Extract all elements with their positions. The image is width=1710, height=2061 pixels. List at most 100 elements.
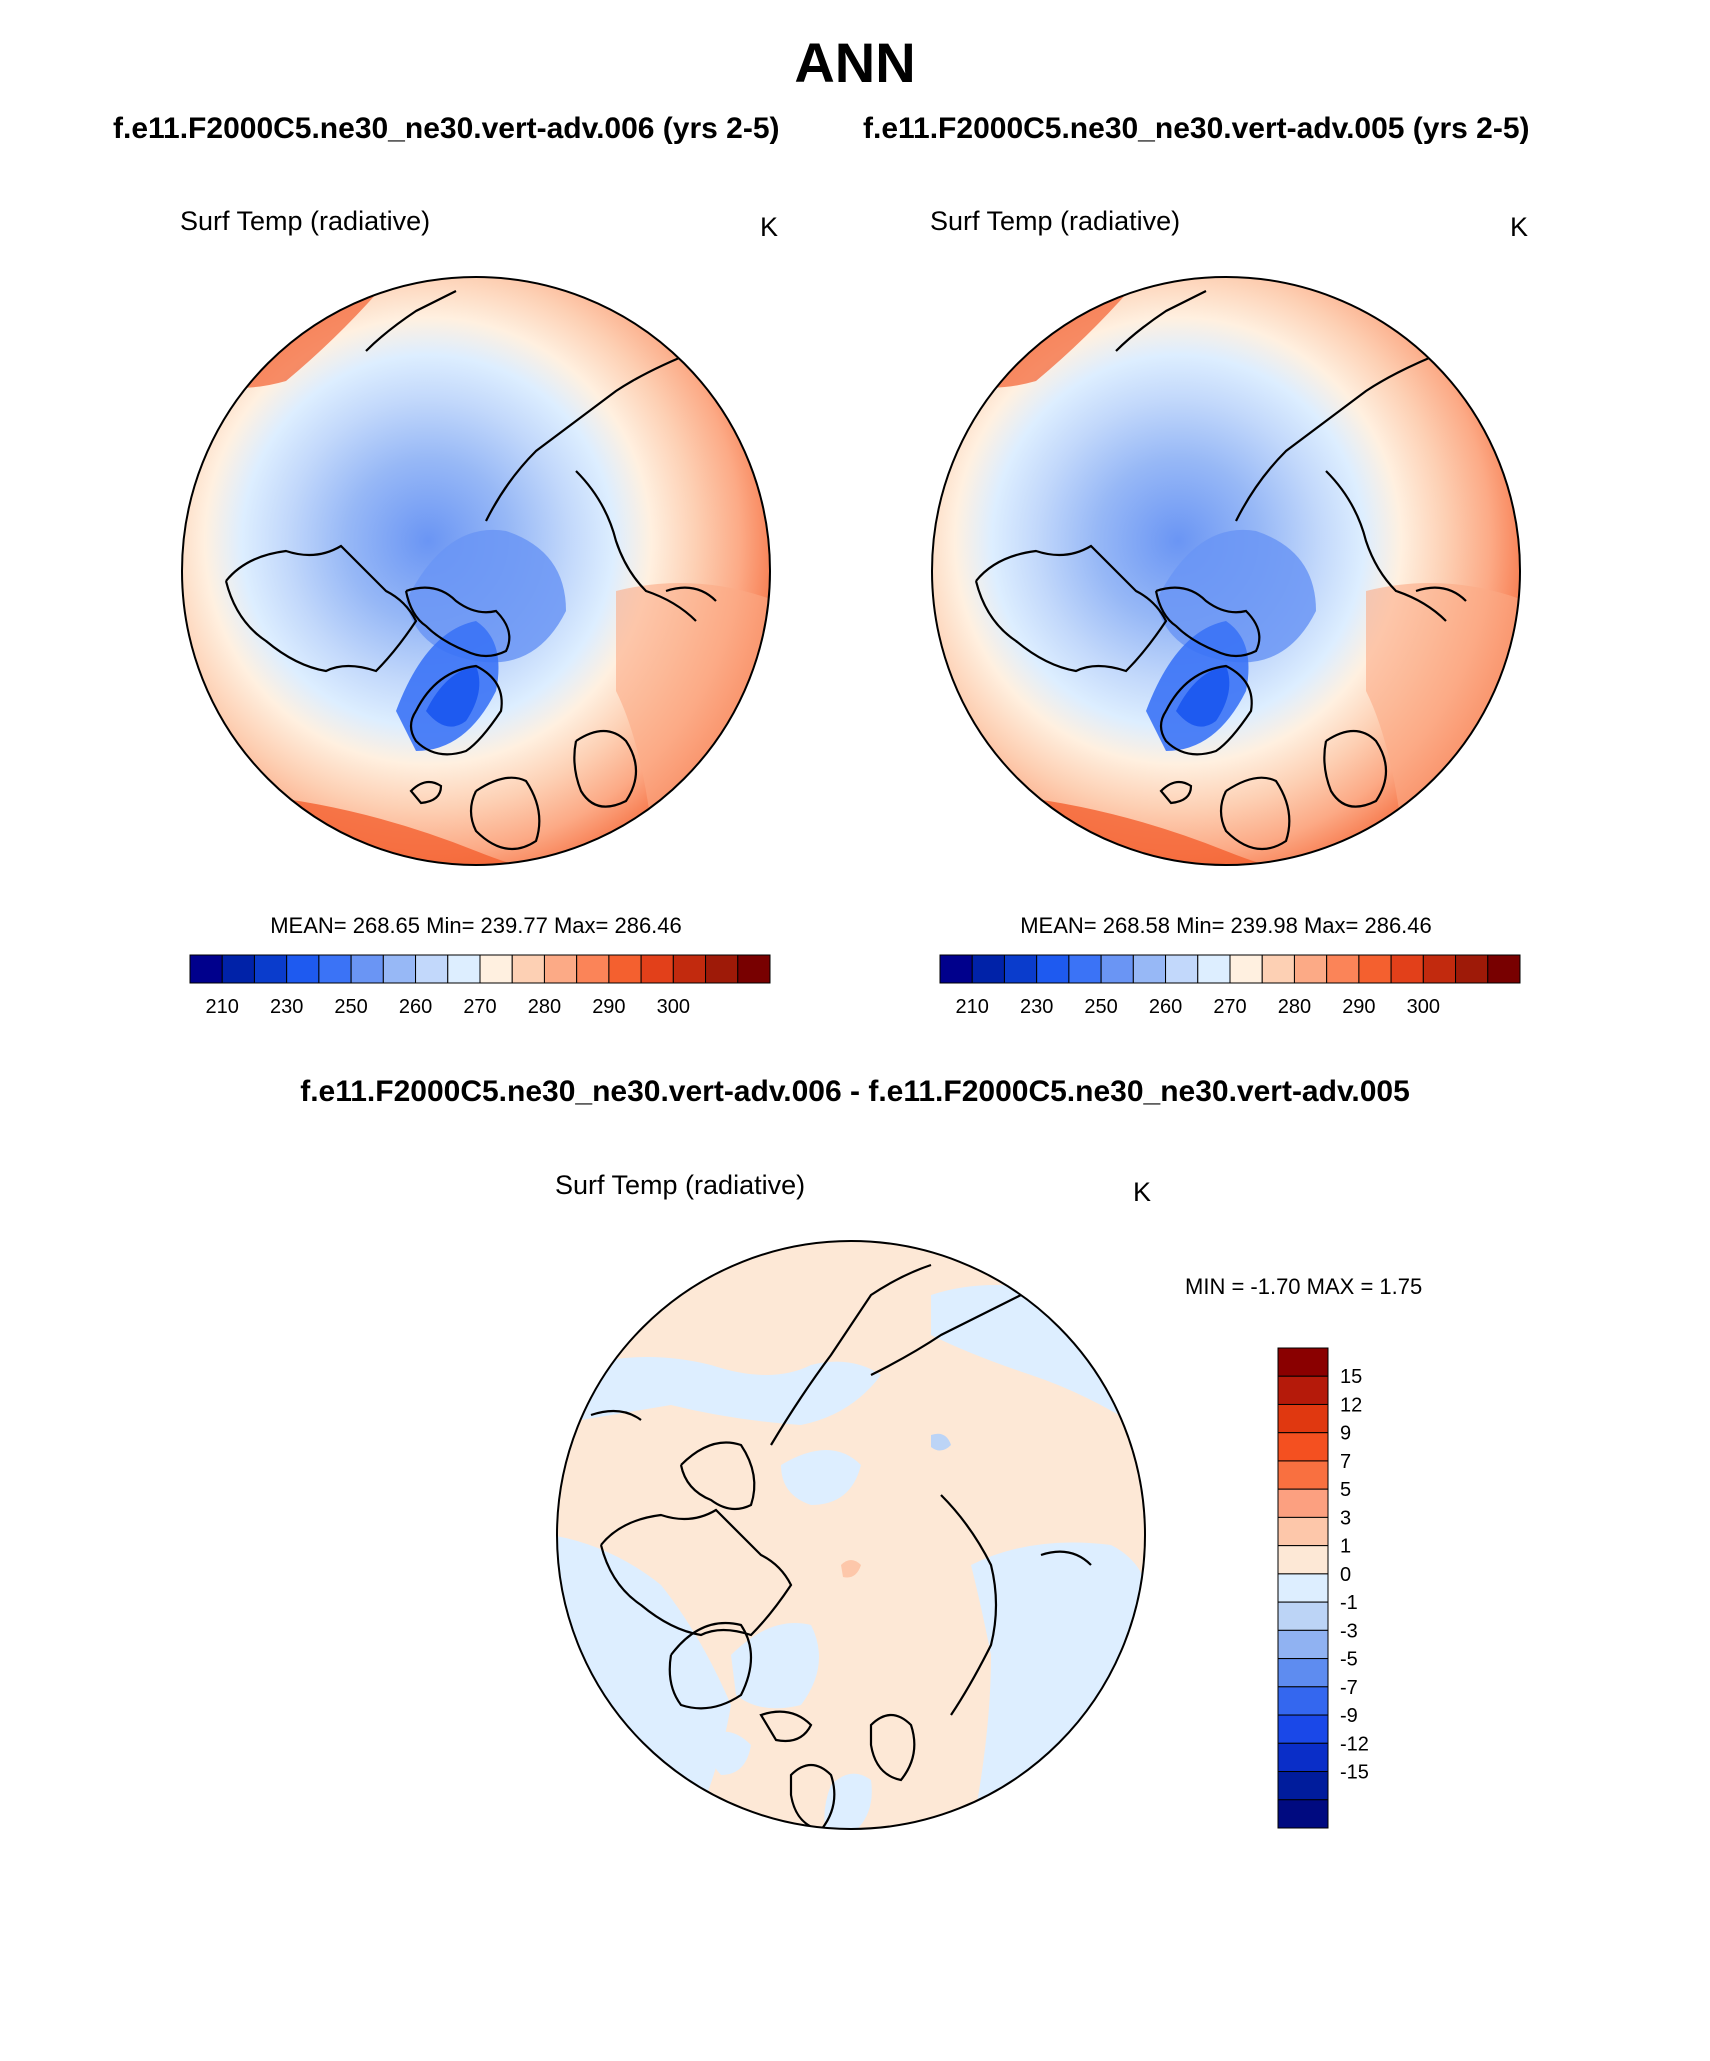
panel2-colorbar-tick-label: 270 <box>1213 996 1246 1018</box>
diff-colorbar-box <box>1277 1771 1329 1801</box>
panel2-colorbar-box <box>1326 954 1360 984</box>
panel2-colorbar-tick-label: 260 <box>1149 996 1182 1018</box>
panel2-colorbar-box <box>1390 954 1424 984</box>
diff-colorbar-box <box>1277 1432 1329 1462</box>
diff-colorbar-box <box>1277 1488 1329 1518</box>
panel1-colorbar-box <box>737 954 771 984</box>
panel1-colorbar-box <box>672 954 707 984</box>
panel2-colorbar-box <box>939 954 973 984</box>
diff-colorbar-box <box>1277 1629 1329 1660</box>
panel2-colorbar-box <box>1229 954 1263 984</box>
panel1-colorbar-box <box>221 954 255 984</box>
panel1-colorbar-tick-label: 230 <box>270 996 303 1018</box>
panel1-colorbar-tick-label: 300 <box>657 996 690 1018</box>
panel2-colorbar-box <box>1422 954 1457 984</box>
diff-units: K <box>1133 1177 1152 1207</box>
diff-colorbar-box <box>1277 1375 1329 1405</box>
diff-colorbar: 15 12 9 7 5 3 1 0 -1 -3 -5 -7 -9 -12 -15 <box>1277 1347 1369 1829</box>
panel1-polar-map <box>181 276 771 866</box>
panel2-colorbar-box <box>1100 954 1134 984</box>
diff-colorbar-box <box>1277 1658 1329 1688</box>
panel1-colorbar-box <box>350 954 384 984</box>
diff-title: f.e11.F2000C5.ne30_ne30.vert-adv.006 - f… <box>300 1075 1410 1108</box>
diff-colorbar-tick-label: 12 <box>1340 1394 1362 1416</box>
panel1-colorbar-tick-label: 210 <box>206 996 239 1018</box>
diff-colorbar-box <box>1277 1347 1329 1377</box>
panel1-stats: MEAN= 268.65 Min= 239.77 Max= 286.46 <box>270 913 682 938</box>
panel2-polar-map <box>931 276 1521 866</box>
panel1-colorbar-box <box>640 954 674 984</box>
panel2-colorbar-box <box>1261 954 1295 984</box>
diff-variable: Surf Temp (radiative) <box>555 1170 806 1200</box>
left-case-subtitle: f.e11.F2000C5.ne30_ne30.vert-adv.006 (yr… <box>113 112 780 145</box>
diff-colorbar-box <box>1277 1742 1329 1773</box>
panel1-colorbar-box <box>415 954 449 984</box>
diff-colorbar-box <box>1277 1714 1329 1744</box>
diff-colorbar-box <box>1277 1403 1329 1434</box>
panel1-colorbar-tick-label: 280 <box>528 996 561 1018</box>
panel1-variable: Surf Temp (radiative) <box>180 206 431 236</box>
panel1-colorbar-box <box>189 954 223 984</box>
panel2-colorbar-box <box>1197 954 1231 984</box>
diff-colorbar-tick-label: 3 <box>1340 1507 1351 1529</box>
diff-colorbar-box <box>1277 1460 1329 1490</box>
panel1-colorbar-box <box>576 954 610 984</box>
panel2-units: K <box>1510 212 1529 242</box>
diff-colorbar-tick-label: 1 <box>1340 1536 1351 1558</box>
right-case-subtitle: f.e11.F2000C5.ne30_ne30.vert-adv.005 (yr… <box>863 112 1530 145</box>
diff-colorbar-box <box>1277 1686 1329 1716</box>
panel2-colorbar-box <box>1487 954 1521 984</box>
panel2-colorbar-tick-label: 300 <box>1407 996 1440 1018</box>
panel2-colorbar-box <box>1068 954 1102 984</box>
panel2-colorbar-tick-label: 230 <box>1020 996 1053 1018</box>
diff-colorbar-tick-label: -7 <box>1340 1677 1358 1699</box>
panel1-colorbar-box <box>479 954 513 984</box>
diff-polar-map <box>556 1240 1146 1830</box>
diff-colorbar-tick-label: 0 <box>1340 1564 1351 1586</box>
diff-colorbar-tick-label: 7 <box>1340 1451 1351 1473</box>
panel2-colorbar-box <box>1003 954 1038 984</box>
panel1-colorbar-box <box>543 954 578 984</box>
panel1-colorbar-box <box>253 954 288 984</box>
panel1-colorbar-box <box>511 954 545 984</box>
panel2-colorbar-box <box>1358 954 1392 984</box>
panel1-colorbar-box <box>608 954 642 984</box>
panel2-colorbar-tick-label: 210 <box>956 996 989 1018</box>
panel1-colorbar-box <box>382 954 417 984</box>
panel2-colorbar-tick-label: 290 <box>1342 996 1375 1018</box>
panel2-colorbar-box <box>1036 954 1070 984</box>
diff-colorbar-tick-label: -15 <box>1340 1762 1369 1784</box>
diff-stats: MIN = -1.70 MAX = 1.75 <box>1185 1274 1423 1299</box>
diff-colorbar-tick-label: 9 <box>1340 1423 1351 1445</box>
figure-title: ANN <box>794 31 916 94</box>
panel1-colorbar-tick-label: 270 <box>463 996 496 1018</box>
diff-colorbar-box <box>1277 1516 1329 1547</box>
diff-colorbar-tick-label: 15 <box>1340 1366 1362 1388</box>
panel1-colorbar-tick-label: 250 <box>334 996 367 1018</box>
panel2-colorbar: 210 230 250 260 270 280 290 300 <box>939 954 1521 1018</box>
panel1-colorbar-box <box>705 954 739 984</box>
diff-colorbar-box <box>1277 1573 1329 1603</box>
panel2-stats: MEAN= 268.58 Min= 239.98 Max= 286.46 <box>1020 913 1432 938</box>
diff-colorbar-box <box>1277 1799 1329 1829</box>
panel2-colorbar-box <box>1293 954 1328 984</box>
panel2-colorbar-box <box>1455 954 1489 984</box>
diff-colorbar-tick-label: -12 <box>1340 1733 1369 1755</box>
diff-colorbar-tick-label: -3 <box>1340 1620 1358 1642</box>
panel2-variable: Surf Temp (radiative) <box>930 206 1181 236</box>
panel2-colorbar-tick-label: 250 <box>1084 996 1117 1018</box>
panel1-colorbar-box <box>447 954 481 984</box>
panel1-colorbar-box <box>286 954 320 984</box>
diff-colorbar-tick-label: 5 <box>1340 1479 1351 1501</box>
panel1-colorbar: 210 230 250 260 270 280 290 300 <box>189 954 771 1018</box>
diff-colorbar-box <box>1277 1601 1329 1631</box>
panel1-colorbar-box <box>318 954 352 984</box>
panel2-colorbar-box <box>971 954 1005 984</box>
diff-colorbar-tick-label: -9 <box>1340 1705 1358 1727</box>
panel1-units: K <box>760 212 779 242</box>
diff-colorbar-box <box>1277 1545 1329 1575</box>
diff-colorbar-tick-label: -1 <box>1340 1592 1358 1614</box>
panel2-colorbar-tick-label: 280 <box>1278 996 1311 1018</box>
panel1-colorbar-tick-label: 260 <box>399 996 432 1018</box>
panel2-colorbar-box <box>1132 954 1167 984</box>
